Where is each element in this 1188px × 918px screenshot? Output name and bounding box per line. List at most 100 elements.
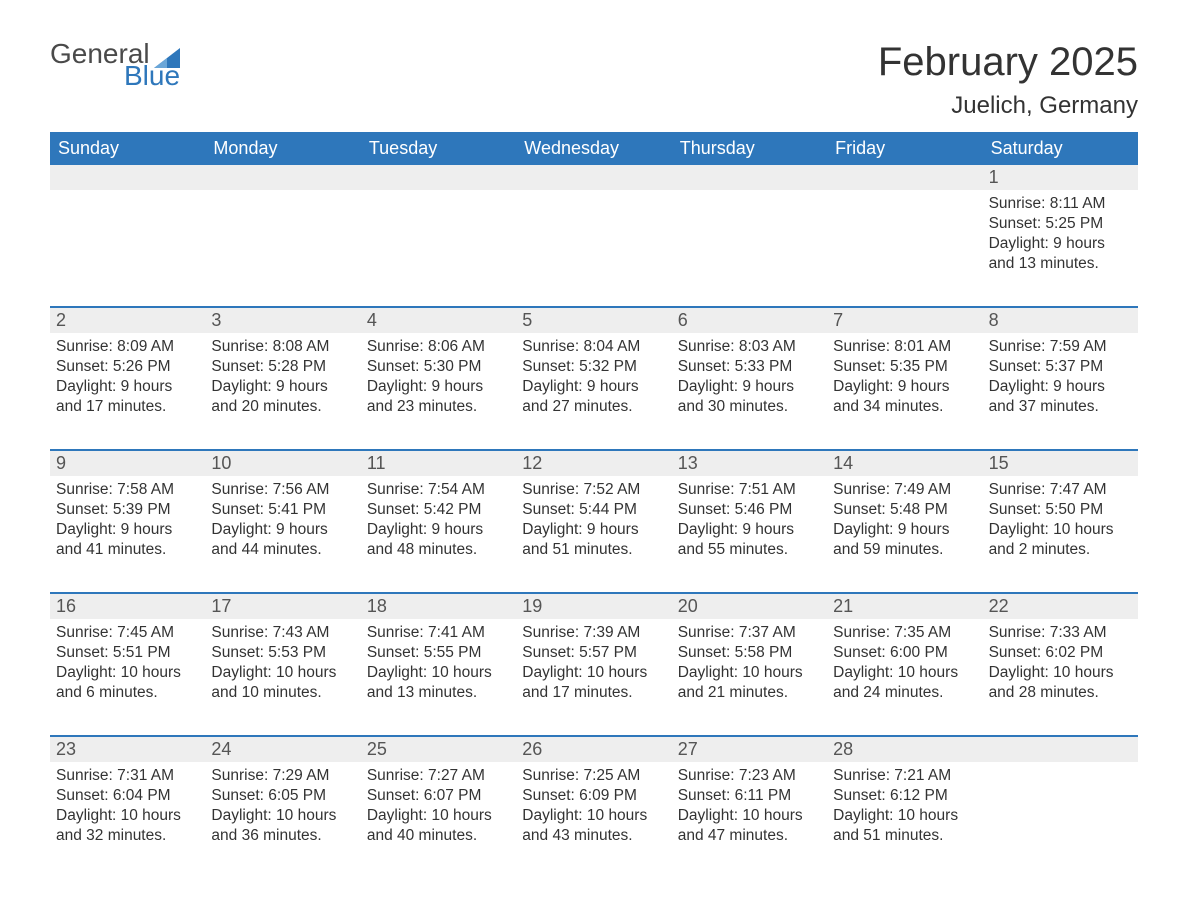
day-line-sunset: Sunset: 5:32 PM bbox=[522, 357, 665, 377]
day-line-sunset: Sunset: 5:44 PM bbox=[522, 500, 665, 520]
day-line-day1: Daylight: 10 hours bbox=[833, 806, 976, 826]
day-line-day1: Daylight: 9 hours bbox=[833, 520, 976, 540]
day-line-sunset: Sunset: 6:00 PM bbox=[833, 643, 976, 663]
day-cell: Sunrise: 7:47 AMSunset: 5:50 PMDaylight:… bbox=[983, 476, 1138, 566]
day-number: 10 bbox=[205, 451, 360, 476]
day-number: 12 bbox=[516, 451, 671, 476]
week-row: 2345678Sunrise: 8:09 AMSunset: 5:26 PMDa… bbox=[50, 306, 1138, 423]
day-cell: Sunrise: 7:23 AMSunset: 6:11 PMDaylight:… bbox=[672, 762, 827, 852]
day-cell: Sunrise: 8:08 AMSunset: 5:28 PMDaylight:… bbox=[205, 333, 360, 423]
day-number bbox=[827, 165, 982, 190]
week-row: 9101112131415Sunrise: 7:58 AMSunset: 5:3… bbox=[50, 449, 1138, 566]
day-cell: Sunrise: 8:03 AMSunset: 5:33 PMDaylight:… bbox=[672, 333, 827, 423]
day-line-sunrise: Sunrise: 7:27 AM bbox=[367, 766, 510, 786]
day-cell: Sunrise: 7:35 AMSunset: 6:00 PMDaylight:… bbox=[827, 619, 982, 709]
day-line-sunset: Sunset: 5:35 PM bbox=[833, 357, 976, 377]
week-row: 16171819202122Sunrise: 7:45 AMSunset: 5:… bbox=[50, 592, 1138, 709]
day-line-day1: Daylight: 10 hours bbox=[211, 806, 354, 826]
day-line-day1: Daylight: 10 hours bbox=[211, 663, 354, 683]
day-line-sunrise: Sunrise: 8:03 AM bbox=[678, 337, 821, 357]
day-line-day1: Daylight: 10 hours bbox=[367, 806, 510, 826]
day-line-day2: and 32 minutes. bbox=[56, 826, 199, 846]
day-line-day1: Daylight: 9 hours bbox=[211, 377, 354, 397]
day-line-day1: Daylight: 9 hours bbox=[678, 377, 821, 397]
day-line-sunset: Sunset: 5:48 PM bbox=[833, 500, 976, 520]
day-line-sunset: Sunset: 6:12 PM bbox=[833, 786, 976, 806]
day-cell: Sunrise: 7:59 AMSunset: 5:37 PMDaylight:… bbox=[983, 333, 1138, 423]
day-line-day1: Daylight: 9 hours bbox=[522, 520, 665, 540]
day-line-day2: and 37 minutes. bbox=[989, 397, 1132, 417]
day-line-sunset: Sunset: 5:33 PM bbox=[678, 357, 821, 377]
day-line-sunrise: Sunrise: 7:31 AM bbox=[56, 766, 199, 786]
day-line-sunrise: Sunrise: 7:25 AM bbox=[522, 766, 665, 786]
day-number: 5 bbox=[516, 308, 671, 333]
daybody-row: Sunrise: 7:45 AMSunset: 5:51 PMDaylight:… bbox=[50, 619, 1138, 709]
day-number: 21 bbox=[827, 594, 982, 619]
day-line-day2: and 20 minutes. bbox=[211, 397, 354, 417]
header: General Blue February 2025 Juelich, Germ… bbox=[50, 40, 1138, 120]
day-line-sunset: Sunset: 5:53 PM bbox=[211, 643, 354, 663]
day-line-sunset: Sunset: 5:41 PM bbox=[211, 500, 354, 520]
day-line-day1: Daylight: 10 hours bbox=[833, 663, 976, 683]
day-line-sunset: Sunset: 5:57 PM bbox=[522, 643, 665, 663]
day-line-day2: and 17 minutes. bbox=[56, 397, 199, 417]
daynum-strip: 2345678 bbox=[50, 308, 1138, 333]
day-line-sunset: Sunset: 5:37 PM bbox=[989, 357, 1132, 377]
day-line-day1: Daylight: 10 hours bbox=[989, 663, 1132, 683]
day-number bbox=[672, 165, 827, 190]
day-line-sunrise: Sunrise: 8:09 AM bbox=[56, 337, 199, 357]
day-cell: Sunrise: 7:41 AMSunset: 5:55 PMDaylight:… bbox=[361, 619, 516, 709]
day-number: 15 bbox=[983, 451, 1138, 476]
day-line-sunrise: Sunrise: 8:01 AM bbox=[833, 337, 976, 357]
day-line-day2: and 23 minutes. bbox=[367, 397, 510, 417]
daybody-row: Sunrise: 8:11 AMSunset: 5:25 PMDaylight:… bbox=[50, 190, 1138, 280]
day-cell: Sunrise: 7:58 AMSunset: 5:39 PMDaylight:… bbox=[50, 476, 205, 566]
day-cell: Sunrise: 7:25 AMSunset: 6:09 PMDaylight:… bbox=[516, 762, 671, 852]
day-line-day1: Daylight: 9 hours bbox=[211, 520, 354, 540]
day-cell: Sunrise: 8:09 AMSunset: 5:26 PMDaylight:… bbox=[50, 333, 205, 423]
day-number bbox=[50, 165, 205, 190]
day-line-day2: and 2 minutes. bbox=[989, 540, 1132, 560]
location: Juelich, Germany bbox=[878, 92, 1138, 120]
day-cell: Sunrise: 7:29 AMSunset: 6:05 PMDaylight:… bbox=[205, 762, 360, 852]
day-line-sunset: Sunset: 5:30 PM bbox=[367, 357, 510, 377]
title-block: February 2025 Juelich, Germany bbox=[878, 40, 1138, 120]
day-line-day2: and 44 minutes. bbox=[211, 540, 354, 560]
daynum-strip: 9101112131415 bbox=[50, 451, 1138, 476]
logo: General Blue bbox=[50, 40, 180, 90]
day-line-sunrise: Sunrise: 7:43 AM bbox=[211, 623, 354, 643]
day-line-sunrise: Sunrise: 7:37 AM bbox=[678, 623, 821, 643]
day-cell: Sunrise: 7:56 AMSunset: 5:41 PMDaylight:… bbox=[205, 476, 360, 566]
day-line-day2: and 51 minutes. bbox=[522, 540, 665, 560]
day-line-sunrise: Sunrise: 7:49 AM bbox=[833, 480, 976, 500]
day-number: 19 bbox=[516, 594, 671, 619]
day-number: 9 bbox=[50, 451, 205, 476]
day-header: Friday bbox=[827, 132, 982, 165]
day-number: 14 bbox=[827, 451, 982, 476]
day-line-day1: Daylight: 10 hours bbox=[56, 663, 199, 683]
day-number: 11 bbox=[361, 451, 516, 476]
day-line-sunrise: Sunrise: 7:47 AM bbox=[989, 480, 1132, 500]
day-line-day1: Daylight: 10 hours bbox=[678, 663, 821, 683]
day-cell bbox=[50, 190, 205, 280]
day-number: 4 bbox=[361, 308, 516, 333]
day-line-day1: Daylight: 9 hours bbox=[367, 520, 510, 540]
day-line-day2: and 30 minutes. bbox=[678, 397, 821, 417]
day-line-sunrise: Sunrise: 7:58 AM bbox=[56, 480, 199, 500]
day-line-day2: and 51 minutes. bbox=[833, 826, 976, 846]
day-line-day1: Daylight: 9 hours bbox=[989, 234, 1132, 254]
daynum-strip: 16171819202122 bbox=[50, 594, 1138, 619]
day-line-sunrise: Sunrise: 7:45 AM bbox=[56, 623, 199, 643]
day-line-sunset: Sunset: 5:28 PM bbox=[211, 357, 354, 377]
day-header-row: SundayMondayTuesdayWednesdayThursdayFrid… bbox=[50, 132, 1138, 165]
day-line-day1: Daylight: 9 hours bbox=[833, 377, 976, 397]
day-cell: Sunrise: 8:01 AMSunset: 5:35 PMDaylight:… bbox=[827, 333, 982, 423]
day-line-sunset: Sunset: 5:25 PM bbox=[989, 214, 1132, 234]
day-line-day1: Daylight: 10 hours bbox=[367, 663, 510, 683]
day-header: Sunday bbox=[50, 132, 205, 165]
day-line-day2: and 55 minutes. bbox=[678, 540, 821, 560]
day-number: 22 bbox=[983, 594, 1138, 619]
day-line-sunset: Sunset: 6:09 PM bbox=[522, 786, 665, 806]
day-line-day2: and 36 minutes. bbox=[211, 826, 354, 846]
day-cell: Sunrise: 7:54 AMSunset: 5:42 PMDaylight:… bbox=[361, 476, 516, 566]
